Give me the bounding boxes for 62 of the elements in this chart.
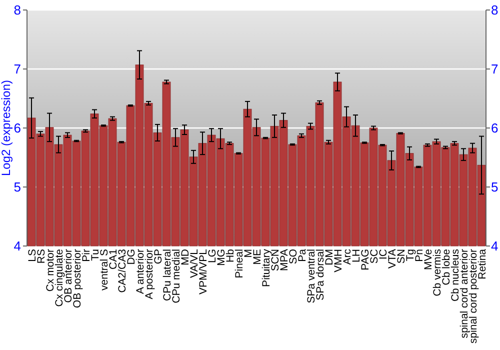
x-tick-label: DM bbox=[324, 249, 336, 266]
x-tick-label: OB anterior bbox=[62, 248, 74, 303]
x-tick-label: IC bbox=[378, 248, 390, 260]
y2-tick-label: 8 bbox=[491, 2, 498, 18]
x-tick-label: MD bbox=[180, 248, 192, 266]
x-tick-label: SCN bbox=[270, 249, 282, 272]
x-tick-label: SPa dorsal bbox=[314, 249, 326, 300]
y2-tick-label: 5 bbox=[491, 180, 498, 195]
x-tick-label: VPM/VPL bbox=[198, 248, 210, 295]
x-tick-label: MPA bbox=[278, 249, 290, 271]
x-tick-label: LG bbox=[206, 249, 218, 264]
y-tick-label: 6 bbox=[14, 120, 21, 136]
x-tick-label: Tg bbox=[404, 248, 416, 262]
x-tick-label: Arc bbox=[342, 249, 354, 265]
x-tick-label: M bbox=[242, 249, 254, 258]
y2-tick-label: 4 bbox=[491, 238, 498, 254]
x-tick-label: Pir bbox=[80, 248, 92, 262]
x-tick-label: LH bbox=[350, 249, 362, 262]
x-tick-label: A anterior bbox=[134, 248, 146, 294]
x-tick-label: ventral S bbox=[98, 249, 110, 290]
x-tick-label: GP bbox=[152, 249, 164, 264]
x-tick-label: Cx cingulate bbox=[54, 248, 66, 307]
x-tick-label: Tu bbox=[90, 248, 102, 261]
x-tick-label: spinal cord posterior bbox=[468, 248, 480, 344]
x-tick-label: Cx motor bbox=[44, 248, 56, 292]
x-tick-label: Hb bbox=[224, 248, 236, 262]
x-tick-label: Pineal bbox=[234, 249, 246, 278]
x-tick-label: LS bbox=[26, 249, 38, 262]
y-tick-label: 5 bbox=[14, 180, 21, 195]
x-tick-label: SO bbox=[288, 249, 300, 264]
x-tick-label: OB posterior bbox=[72, 248, 84, 308]
x-tick-label: PAG bbox=[360, 249, 372, 270]
x-tick-label: Cb lobe bbox=[440, 248, 452, 286]
x-tick-label: SC bbox=[368, 248, 380, 264]
y-tick-label: 8 bbox=[14, 2, 21, 18]
x-tick-label: SN bbox=[396, 249, 408, 264]
y-axis-title: Log2 (expression) bbox=[0, 80, 13, 176]
x-tick-label: ME bbox=[252, 249, 264, 265]
x-tick-label: CA1 bbox=[108, 248, 120, 270]
x-tick-label: MG bbox=[216, 249, 228, 266]
x-tick-label: Cb vermis bbox=[432, 249, 444, 296]
x-tick-label: Retina bbox=[476, 248, 488, 280]
x-tick-label: Pa bbox=[296, 248, 308, 262]
y2-tick-label: 7 bbox=[491, 62, 498, 77]
x-tick-label: DG bbox=[126, 249, 138, 265]
x-tick-label: Cb nucleus bbox=[450, 249, 462, 302]
y-tick-label: 7 bbox=[14, 62, 21, 77]
x-tick-label: MVe bbox=[422, 248, 434, 270]
x-tick-label: SPa ventral bbox=[306, 249, 318, 304]
x-tick-label: CA2/CA3 bbox=[116, 248, 128, 293]
x-tick-label: Pn bbox=[414, 248, 426, 262]
x-tick-label: VTA bbox=[386, 249, 398, 269]
x-tick-label: spinal cord anterior bbox=[458, 248, 470, 338]
x-tick-label: A posterior bbox=[144, 248, 156, 300]
x-tick-label: Pituitary bbox=[260, 248, 272, 287]
x-tick-label: VA/VL bbox=[188, 248, 200, 278]
x-tick-label: CPu medial bbox=[170, 249, 182, 304]
y2-tick-label: 6 bbox=[491, 120, 498, 136]
y-tick-label: 4 bbox=[14, 238, 21, 254]
x-tick-label: RS bbox=[36, 249, 48, 264]
x-tick-label: VMH bbox=[332, 249, 344, 272]
x-tick-label: CPu lateral bbox=[162, 249, 174, 301]
